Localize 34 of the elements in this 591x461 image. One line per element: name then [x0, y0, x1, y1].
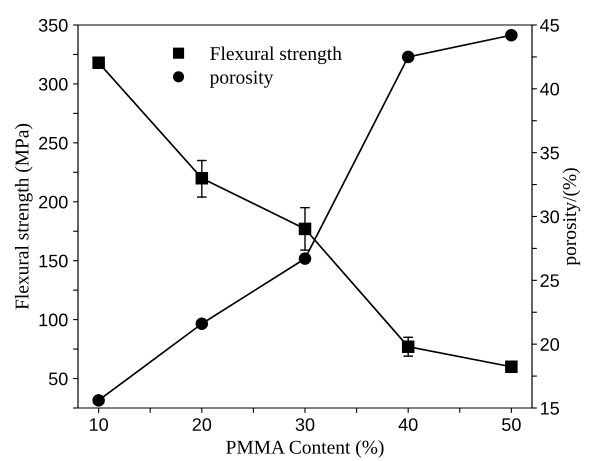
legend-label: porosity	[210, 70, 274, 88]
y-tick-label: 100	[40, 314, 68, 326]
x-tick-label: 10	[90, 418, 108, 431]
y-tick-label: 300	[38, 78, 68, 91]
y2-axis-title: porosity/(%)	[562, 168, 580, 266]
y-tick-label: 200	[39, 196, 68, 208]
legend-label: Flexural strength	[210, 46, 342, 64]
y-tick-label: 350	[38, 18, 68, 32]
x-tick-label: 50	[502, 418, 521, 431]
y2-tick-label: 45	[540, 19, 559, 32]
point	[196, 317, 208, 330]
x-tick-label: 30	[296, 418, 314, 431]
y-tick-label: 50	[48, 372, 68, 386]
point	[196, 172, 208, 184]
y2-tick-label: 25	[540, 274, 559, 288]
y2-tick-label: 40	[540, 82, 560, 96]
point	[505, 360, 518, 374]
x-axis-title: PMMA Content (%)	[226, 440, 384, 458]
point	[298, 252, 312, 265]
point	[402, 340, 414, 353]
x-tick-label: 20	[192, 418, 212, 431]
point	[402, 50, 414, 64]
point	[92, 394, 105, 407]
y2-tick-label: 15	[541, 402, 559, 415]
y2-tick-label: 20	[540, 338, 560, 351]
y2-tick-label: 30	[540, 210, 560, 224]
point	[298, 222, 312, 236]
y-tick-label: 250	[39, 136, 68, 150]
point	[92, 56, 105, 69]
y-axis-title: Flexural strength (MPa)	[14, 124, 33, 310]
y2-tick-label: 35	[540, 146, 559, 160]
x-tick-label: 40	[398, 418, 418, 431]
y-tick-label: 150	[40, 254, 68, 268]
point	[505, 28, 518, 42]
